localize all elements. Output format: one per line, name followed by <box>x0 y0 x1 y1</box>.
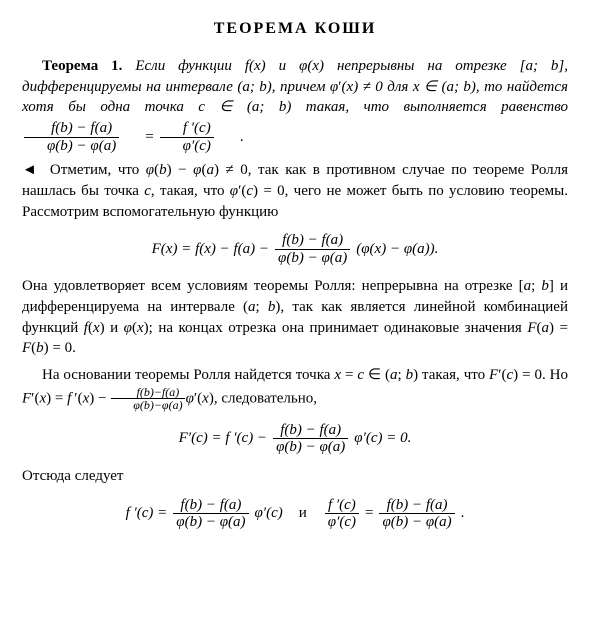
proof-mark-icon: ◄ <box>22 162 37 178</box>
small-fraction: f(b)−f(a) φ(b)−φ(a) <box>111 386 184 412</box>
denominator: φ(b) − φ(a) <box>24 138 119 155</box>
eq-text: F(x) = f(x) − f(a) − <box>152 239 269 260</box>
numerator: f(b) − f(a) <box>24 120 119 138</box>
eq-text: F′(c) = f ′(c) − <box>179 428 267 449</box>
eq-text: (φ(x) − φ(a)). <box>356 239 438 260</box>
fraction: f(b) − f(a) φ(b) − φ(a) <box>379 497 454 531</box>
eq-text: f ′(c) = <box>126 503 168 524</box>
eq-text: φ′(c) = 0. <box>354 428 411 449</box>
proof-paragraph-1: ◄ Отметим, что φ(b) − φ(a) ≠ 0, так как … <box>22 160 568 222</box>
fraction: f(b) − f(a) φ(b) − φ(a) <box>273 422 348 456</box>
eq-text: φ′(c) <box>255 503 283 524</box>
numerator: f(b) − f(a) <box>273 422 348 440</box>
denominator: φ′(c) <box>325 514 359 531</box>
numerator: f ′(c) <box>160 120 214 138</box>
eq-theorem-inline: f(b) − f(a) φ(b) − φ(a) = f ′(c) φ′(c) . <box>22 120 244 154</box>
fraction: f ′(c) φ′(c) <box>160 120 214 154</box>
numerator: f ′(c) <box>325 497 359 515</box>
display-eq-Fprime: F′(c) = f ′(c) − f(b) − f(a) φ(b) − φ(a)… <box>22 422 568 456</box>
denominator: φ(b) − φ(a) <box>379 514 454 531</box>
denominator: φ(b) − φ(a) <box>275 250 350 267</box>
numerator: f(b) − f(a) <box>275 232 350 250</box>
eq-and: и <box>299 503 307 524</box>
denominator: φ(b) − φ(a) <box>273 439 348 456</box>
denominator: φ′(c) <box>160 138 214 155</box>
proof-paragraph-4: Отсюда следует <box>22 466 568 487</box>
numerator: f(b)−f(a) <box>111 386 184 400</box>
proof-paragraph-2: Она удовлетворяет всем условиям теоремы … <box>22 276 568 359</box>
denominator: φ(b) − φ(a) <box>173 514 248 531</box>
fraction: f ′(c) φ′(c) <box>325 497 359 531</box>
display-eq-final: f ′(c) = f(b) − f(a) φ(b) − φ(a) φ′(c) и… <box>22 497 568 531</box>
denominator: φ(b)−φ(a) <box>111 399 184 412</box>
fraction: f(b) − f(a) φ(b) − φ(a) <box>173 497 248 531</box>
theorem-label: Теорема 1. <box>42 58 122 74</box>
fraction: f(b) − f(a) φ(b) − φ(a) <box>275 232 350 266</box>
proof-paragraph-3: На основании теоремы Ролля найдется точк… <box>22 365 568 412</box>
theorem-statement: Теорема 1. Если функции f(x) и φ(x) непр… <box>22 56 568 154</box>
display-eq-F: F(x) = f(x) − f(a) − f(b) − f(a) φ(b) − … <box>22 232 568 266</box>
fraction: f(b) − f(a) φ(b) − φ(a) <box>24 120 119 154</box>
numerator: f(b) − f(a) <box>173 497 248 515</box>
numerator: f(b) − f(a) <box>379 497 454 515</box>
page-title: ТЕОРЕМА КОШИ <box>22 18 568 40</box>
